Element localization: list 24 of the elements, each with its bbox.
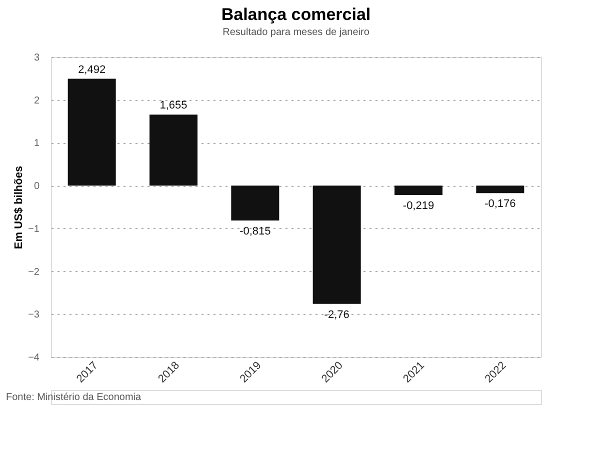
y-tick-label: −1	[28, 224, 40, 235]
y-tick-label: 1	[34, 138, 40, 150]
source-note: Fonte: Ministério da Economia	[6, 392, 142, 403]
bar	[312, 186, 361, 304]
data-label: -0,176	[484, 198, 516, 210]
data-label: -0,815	[240, 226, 271, 238]
y-tick-label: −2	[28, 266, 40, 278]
bar	[394, 186, 442, 195]
y-tick-label: 2	[34, 95, 40, 106]
y-tick-label: −3	[28, 310, 40, 321]
y-tick-label: 3	[34, 52, 40, 64]
y-tick-label: 0	[34, 181, 40, 192]
data-label: -0,219	[402, 200, 434, 212]
bar	[476, 186, 524, 194]
y-tick-label: −4	[28, 352, 40, 364]
data-label: 2,492	[78, 64, 106, 76]
chart-title: Balança comercial	[221, 5, 371, 24]
bar	[68, 78, 116, 186]
chart-subtitle: Resultado para meses de janeiro	[222, 27, 370, 38]
bar	[231, 186, 280, 220]
bar	[150, 114, 198, 186]
data-label: -2,76	[324, 308, 350, 321]
y-axis-title: Em US$ bilhões	[13, 166, 26, 250]
data-label: 1,655	[160, 100, 188, 112]
